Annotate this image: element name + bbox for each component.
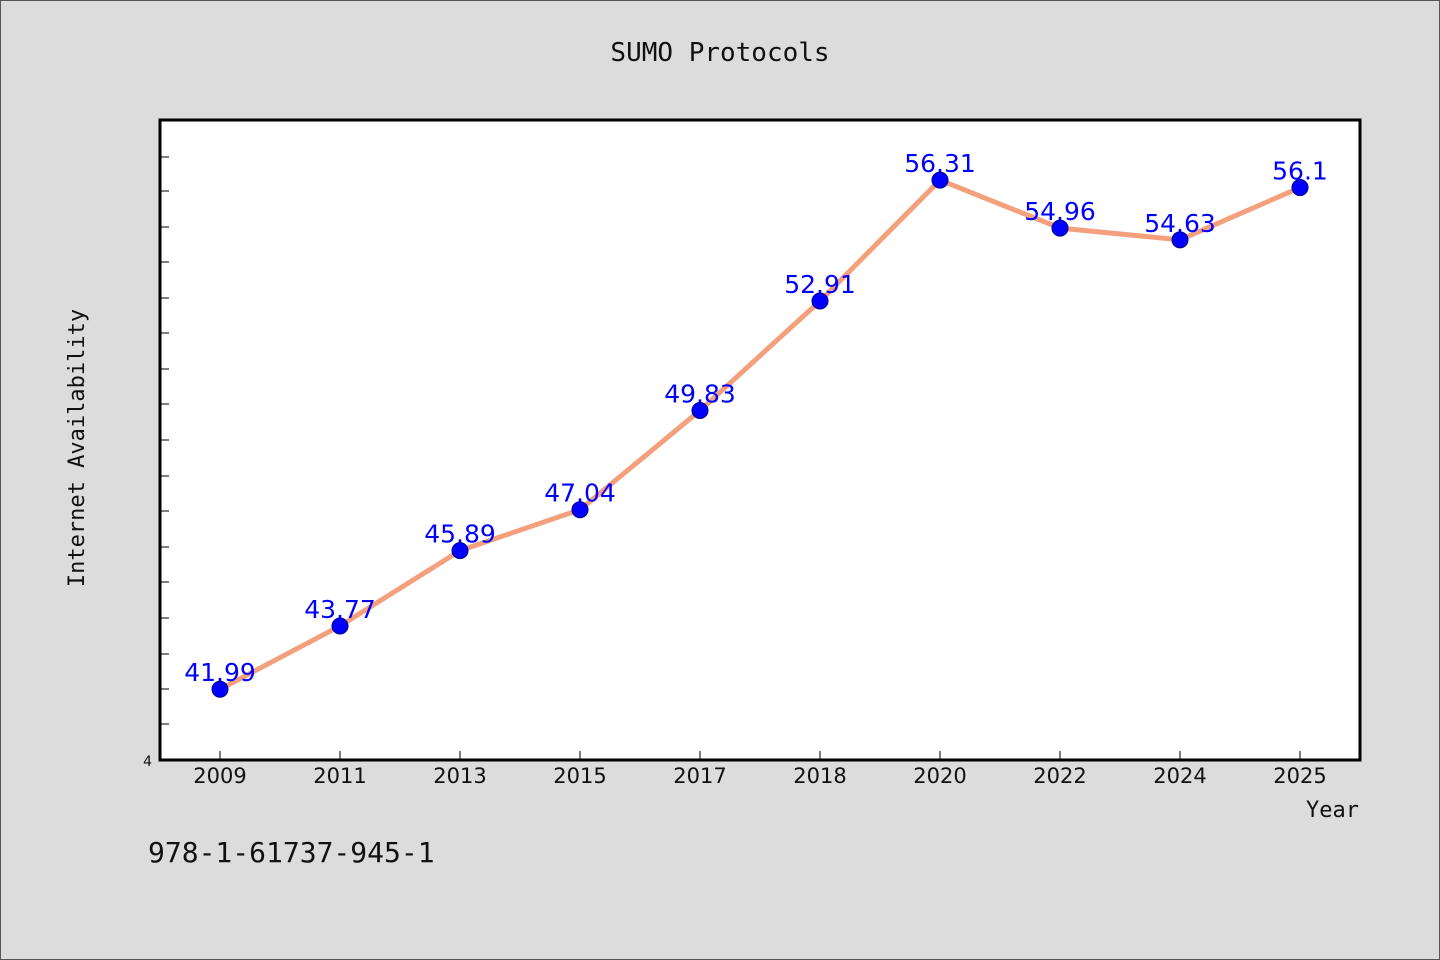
x-tick-label: 2022 bbox=[1033, 764, 1086, 788]
series-line bbox=[217, 177, 1303, 692]
data-point bbox=[1171, 231, 1189, 249]
x-tick-label: 2020 bbox=[913, 764, 966, 788]
x-tick-label: 2015 bbox=[553, 764, 606, 788]
plot-area bbox=[158, 118, 1362, 762]
data-label: 45.89 bbox=[424, 520, 496, 549]
data-label: 54.63 bbox=[1144, 209, 1216, 238]
data-label: 49.83 bbox=[664, 379, 736, 408]
data-label: 47.04 bbox=[544, 479, 616, 508]
data-label: 56.1 bbox=[1272, 157, 1328, 186]
isbn-text: 978-1-61737-945-1 bbox=[148, 836, 435, 869]
y-axis-ticks: 4 bbox=[143, 156, 169, 770]
data-label: 52.91 bbox=[784, 270, 856, 299]
x-tick-label: 2017 bbox=[673, 764, 726, 788]
data-label: 56.31 bbox=[904, 149, 976, 178]
x-tick-label: 2009 bbox=[193, 764, 246, 788]
data-label: 41.99 bbox=[184, 658, 256, 687]
x-axis-ticks: 2009 2011 2013 2015 2017 2018 2020 2022 2024 2025 bbox=[193, 751, 1327, 788]
y-axis-label: Internet Availability bbox=[65, 309, 90, 587]
data-label: 54.96 bbox=[1024, 197, 1096, 226]
data-point bbox=[451, 542, 469, 560]
data-point bbox=[1051, 219, 1069, 237]
x-tick-label: 2025 bbox=[1273, 764, 1326, 788]
x-tick-label: 2018 bbox=[793, 764, 846, 788]
data-point bbox=[931, 171, 949, 189]
chart-title: SUMO Protocols bbox=[610, 38, 829, 68]
x-tick-label: 2011 bbox=[313, 764, 366, 788]
y-tick-label: 4 bbox=[143, 754, 152, 770]
series-layer bbox=[211, 171, 1309, 698]
data-label-layer: 41.99 43.77 45.89 47.04 49.83 52.91 56.31 54.96… bbox=[184, 149, 1328, 687]
data-point bbox=[691, 401, 709, 419]
x-tick-label: 2013 bbox=[433, 764, 486, 788]
data-point bbox=[211, 680, 229, 698]
data-point bbox=[1291, 179, 1309, 197]
x-axis-label: Year bbox=[1306, 798, 1359, 823]
data-point bbox=[331, 617, 349, 635]
data-label: 43.77 bbox=[304, 595, 376, 624]
data-point bbox=[571, 501, 589, 519]
x-tick-label: 2024 bbox=[1153, 764, 1206, 788]
data-point bbox=[811, 292, 829, 310]
